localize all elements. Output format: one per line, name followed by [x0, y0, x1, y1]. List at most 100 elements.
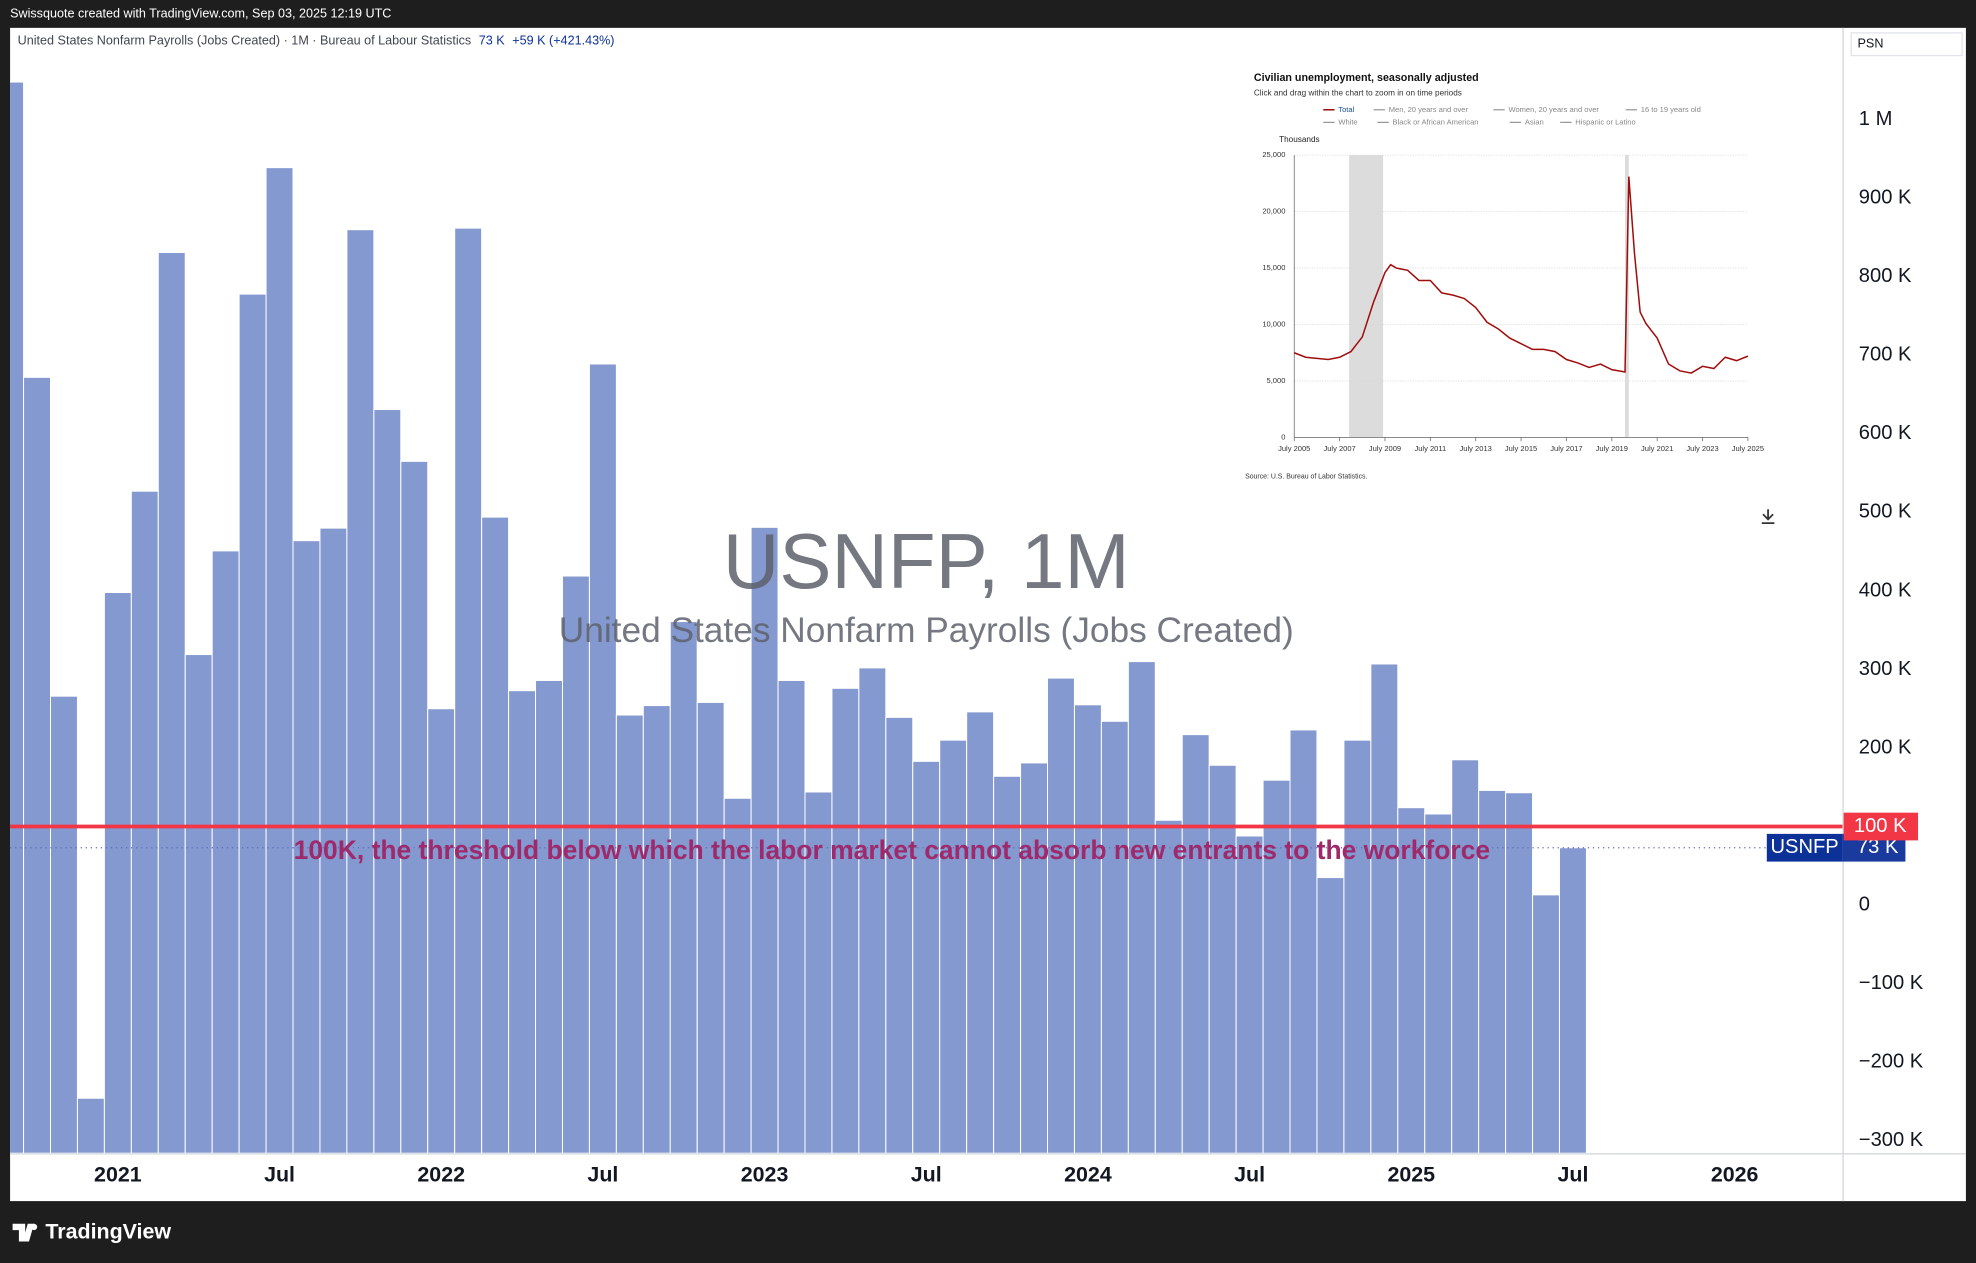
bar	[1370, 663, 1399, 1154]
bar	[400, 460, 429, 1154]
bar	[777, 679, 806, 1154]
bar	[157, 251, 186, 1154]
top-bar-text: Swissquote created with TradingView.com,…	[10, 6, 391, 20]
brand-logo	[12, 1223, 38, 1242]
bar	[858, 667, 887, 1154]
bar	[130, 490, 159, 1154]
download-icon[interactable]	[1761, 509, 1775, 525]
watermark-subtitle: United States Nonfarm Payrolls (Jobs Cre…	[559, 611, 1294, 650]
bar	[642, 705, 671, 1154]
symbol-badge-text: USNFP	[1770, 836, 1838, 858]
bar	[696, 701, 725, 1154]
threshold-badge-text: 100 K	[1854, 815, 1907, 837]
y-tick-label: 900 K	[1859, 187, 1912, 209]
bar	[1235, 835, 1264, 1154]
inset-y-tick-label: 5,000	[1267, 376, 1286, 385]
annotation: 100K, the threshold below which the labo…	[294, 835, 1491, 865]
header-title: United States Nonfarm Payrolls (Jobs Cre…	[18, 34, 472, 48]
bar	[831, 687, 860, 1154]
bar	[1047, 677, 1075, 1154]
inset-y-tick-label: 0	[1281, 432, 1285, 441]
x-tick-label: 2023	[741, 1163, 789, 1187]
bar	[1262, 779, 1291, 1154]
bar	[238, 293, 267, 1154]
bar	[346, 229, 375, 1154]
x-tick-label: 2025	[1387, 1163, 1435, 1187]
last-value-badge-text: 73 K	[1857, 836, 1899, 858]
recession-shade	[1349, 155, 1384, 438]
bar	[939, 739, 968, 1154]
y-tick-label: −300 K	[1859, 1129, 1924, 1151]
y-tick-label: 700 K	[1859, 344, 1912, 366]
bar	[1397, 807, 1426, 1154]
legend-label: Total	[1338, 105, 1354, 114]
inset-y-tick-label: 20,000	[1262, 207, 1285, 216]
inset-line	[1293, 176, 1749, 374]
scale-mode[interactable]: PSN	[1858, 37, 1884, 51]
bar	[1127, 661, 1156, 1154]
inset-x-tick-label: July 2009	[1369, 444, 1401, 453]
y-tick-label: 1 M	[1859, 108, 1893, 130]
legend-label: Men, 20 years and over	[1389, 105, 1469, 114]
bar	[1289, 729, 1318, 1154]
bar	[1316, 877, 1345, 1154]
bar	[723, 797, 752, 1154]
bar	[750, 526, 779, 1154]
bar	[1478, 789, 1507, 1154]
bar	[427, 708, 456, 1154]
inset-y-label: Thousands	[1279, 135, 1320, 144]
bar	[1424, 813, 1453, 1154]
bar	[265, 167, 294, 1154]
bar	[993, 775, 1022, 1154]
inset-x-tick-label: July 2021	[1641, 444, 1673, 453]
scale-box[interactable]	[1850, 32, 1963, 57]
legend-label: Black or African American	[1393, 117, 1479, 126]
bar	[1154, 819, 1183, 1154]
x-tick-label: 2022	[417, 1163, 465, 1187]
inset-x-tick-label: July 2025	[1732, 444, 1764, 453]
y-tick-label: 0	[1859, 893, 1870, 915]
legend-label: Hispanic or Latino	[1575, 117, 1635, 126]
symbol-badge	[1766, 833, 1843, 862]
bar	[1558, 847, 1587, 1154]
legend-label: White	[1338, 117, 1357, 126]
bar	[23, 376, 52, 1154]
bar	[454, 227, 483, 1154]
bars	[10, 81, 1587, 1154]
bar	[292, 540, 321, 1154]
bar	[1505, 792, 1534, 1154]
inset-title: Civilian unemployment, seasonally adjust…	[1254, 72, 1479, 84]
x-tick-label: 2026	[1711, 1163, 1759, 1187]
bar	[966, 711, 995, 1154]
bar	[1181, 734, 1210, 1154]
inset-x-tick-label: July 2019	[1596, 444, 1628, 453]
y-tick-label: 500 K	[1859, 501, 1912, 523]
bar	[615, 714, 644, 1154]
inset-x-tick-label: July 2017	[1550, 444, 1582, 453]
bar	[1343, 739, 1372, 1154]
bar	[76, 1097, 105, 1154]
bar	[561, 575, 590, 1154]
header-last: 73 K	[479, 34, 506, 48]
bar	[1208, 764, 1237, 1154]
x-tick-label: Jul	[587, 1163, 618, 1187]
legend-label: 16 to 19 years old	[1641, 105, 1701, 114]
bar	[373, 409, 402, 1154]
bar	[669, 621, 698, 1154]
bar	[1100, 720, 1129, 1154]
bar	[103, 592, 132, 1154]
y-tick-label: −100 K	[1859, 972, 1924, 994]
inset-x-tick-label: July 2015	[1505, 444, 1537, 453]
bar	[1020, 762, 1049, 1154]
inset-subtitle: Click and drag within the chart to zoom …	[1254, 89, 1462, 98]
x-tick-label: 2021	[94, 1163, 142, 1187]
x-tick-label: Jul	[1234, 1163, 1265, 1187]
inset-y-tick-label: 25,000	[1262, 150, 1285, 159]
overlay: USNFP, 1M United States Nonfarm Payrolls …	[10, 72, 1924, 1187]
y-tick-label: 200 K	[1859, 736, 1912, 758]
y-tick-label: −200 K	[1859, 1050, 1924, 1072]
bar	[535, 679, 563, 1154]
x-tick-label: Jul	[264, 1163, 295, 1187]
inset-x-tick-label: July 2011	[1414, 444, 1446, 453]
